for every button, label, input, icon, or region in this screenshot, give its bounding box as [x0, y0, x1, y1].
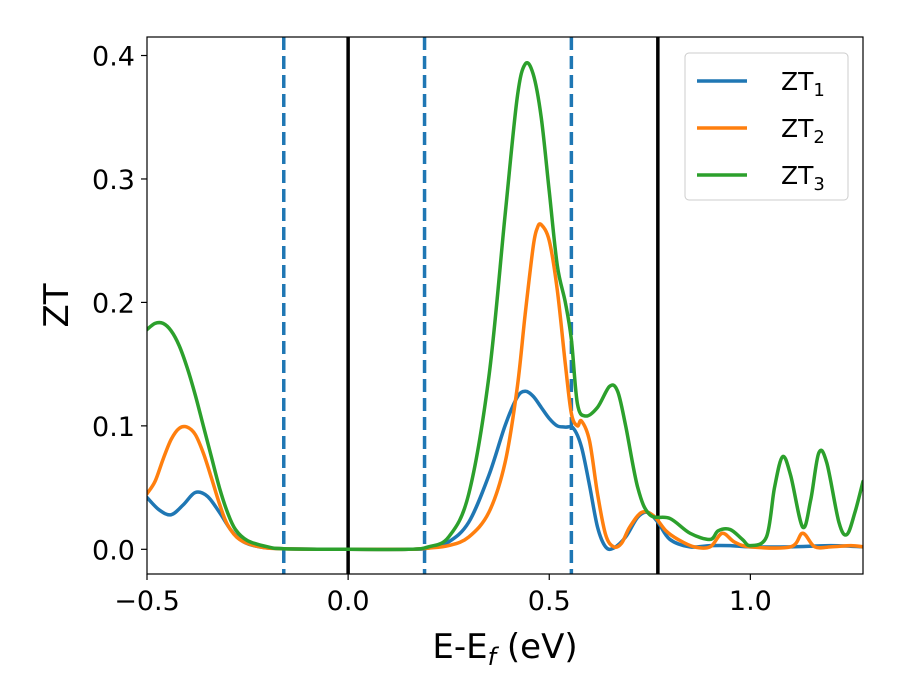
x-axis-ticks: −0.5 0.0 0.5 1.0 [114, 574, 772, 617]
legend: ZT1 ZT2 ZT3 [684, 52, 849, 201]
series-line-zt3 [147, 60, 863, 552]
y-tick-label: 0.0 [92, 535, 135, 566]
legend-label-zt3: ZT3 [781, 161, 825, 195]
x-axis-label: E-Ef (eV) [432, 627, 577, 671]
y-tick-label: 0.3 [92, 165, 135, 196]
vertical-lines [282, 37, 660, 574]
y-tick-label: 0.2 [92, 288, 135, 319]
y-axis-ticks: 0.0 0.1 0.2 0.3 0.4 [92, 42, 147, 566]
y-tick-label: 0.1 [92, 412, 135, 443]
x-tick-label: 1.0 [729, 586, 772, 617]
x-tick-label: 0.0 [327, 586, 370, 617]
x-tick-label: −0.5 [114, 586, 180, 617]
y-tick-label: 0.4 [92, 42, 135, 73]
plot-frame [146, 36, 864, 575]
series-lines [147, 60, 863, 552]
legend-box [684, 52, 849, 201]
series-line-zt2 [147, 222, 863, 552]
legend-label-zt2: ZT2 [781, 114, 825, 148]
legend-label-zt1: ZT1 [781, 67, 825, 101]
y-axis-label: ZT [37, 283, 77, 327]
x-tick-label: 0.5 [528, 586, 571, 617]
